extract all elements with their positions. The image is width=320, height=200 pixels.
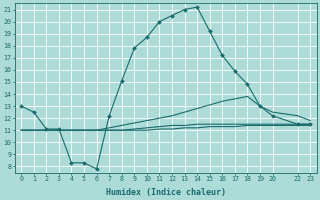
X-axis label: Humidex (Indice chaleur): Humidex (Indice chaleur) <box>106 188 226 197</box>
